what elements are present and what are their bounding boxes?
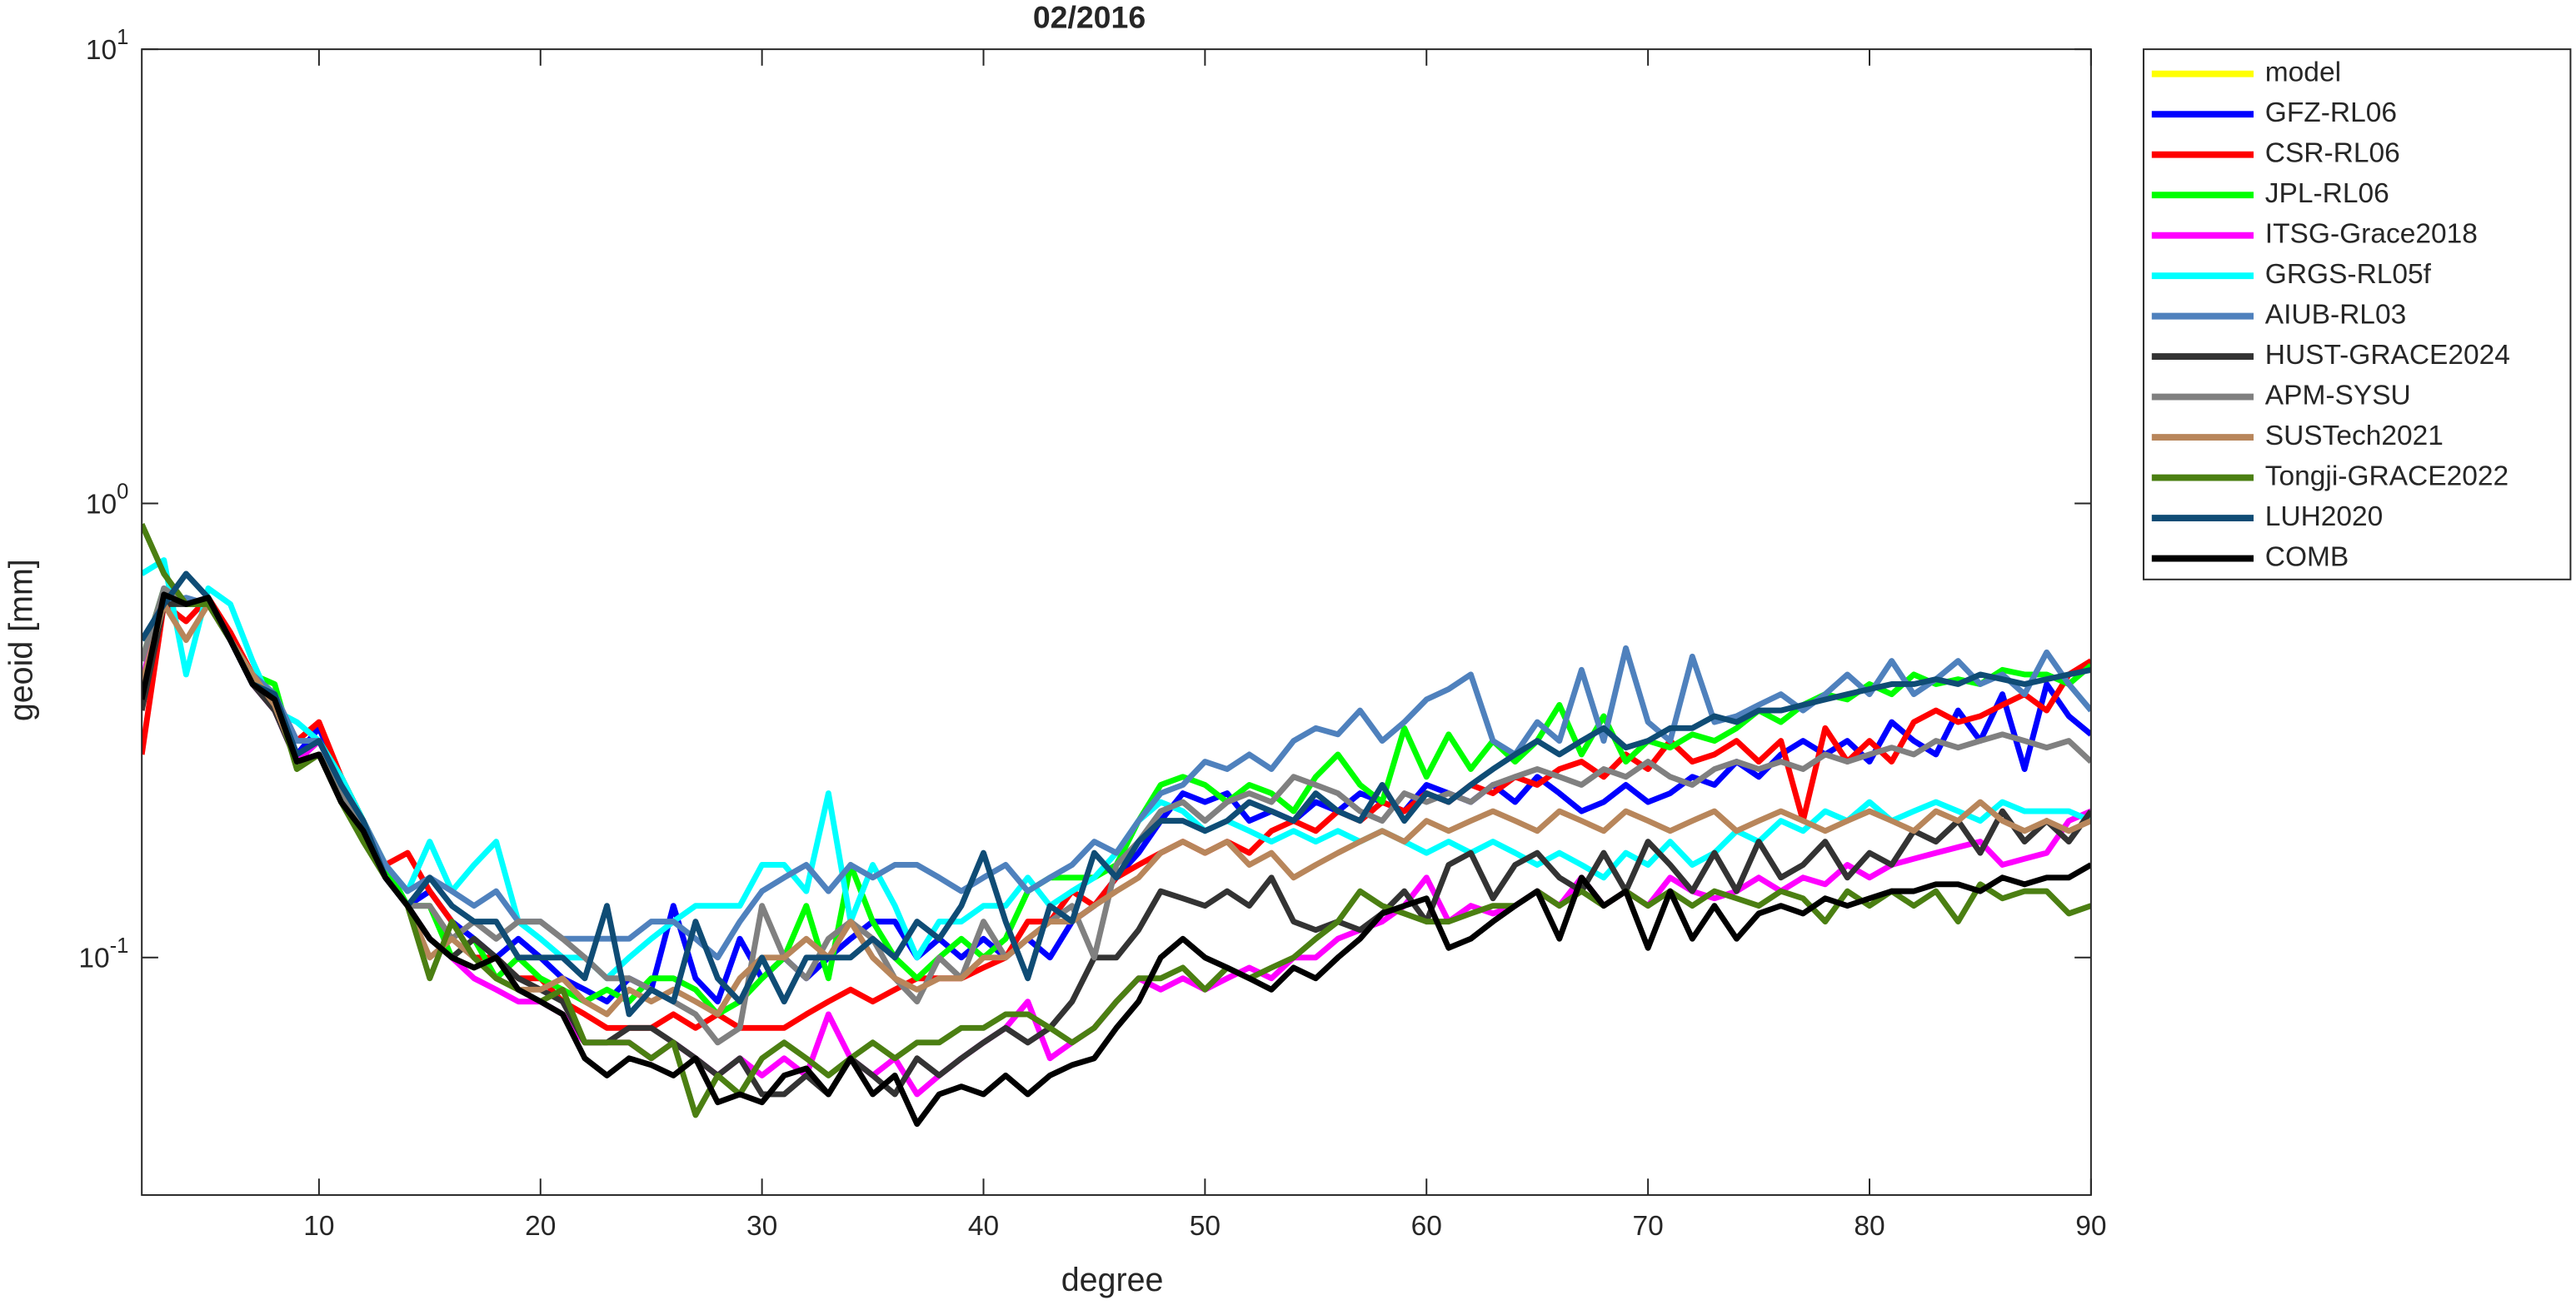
series-line	[142, 595, 2091, 961]
legend-label: AIUB-RL03	[2265, 299, 2406, 330]
x-axis-label: degree	[1061, 1262, 1164, 1298]
legend-label: LUH2020	[2265, 501, 2384, 532]
x-tick-label: 90	[2075, 1211, 2106, 1242]
chart-title: 02/2016	[1033, 0, 1146, 35]
y-tick-label: 100	[86, 481, 129, 521]
series-line	[142, 523, 2091, 1118]
x-tick-label: 10	[303, 1211, 334, 1242]
legend-label: COMB	[2265, 541, 2349, 572]
x-tick-label: 20	[525, 1211, 556, 1242]
axes-box	[141, 48, 2092, 1196]
legend-label: Tongji-GRACE2022	[2265, 461, 2509, 491]
legend-label: SUSTech2021	[2265, 421, 2444, 451]
x-tick-label: 50	[1190, 1211, 1221, 1242]
x-tick-label: 60	[1411, 1211, 1442, 1242]
series-line	[142, 591, 2091, 1128]
legend-label: GRGS-RL05f	[2265, 259, 2432, 290]
legend-label: ITSG-Grace2018	[2265, 218, 2478, 249]
series-line	[142, 601, 2091, 1018]
legend-label: JPL-RL06	[2265, 178, 2389, 209]
y-axis-label: geoid [mm]	[3, 559, 40, 721]
plot-area	[142, 49, 2091, 1195]
series-line	[142, 570, 2091, 1018]
series-line	[142, 585, 2091, 1046]
legend-label: CSR-RL06	[2265, 138, 2400, 169]
y-tick-label: 101	[86, 26, 129, 66]
legend-label: HUST-GRACE2024	[2265, 340, 2510, 371]
x-tick-label: 30	[746, 1211, 777, 1242]
series-lines	[142, 523, 2091, 1128]
x-tick-label: 80	[1854, 1211, 1885, 1242]
legend-label: model	[2265, 57, 2341, 88]
legend-label: GFZ-RL06	[2265, 97, 2397, 128]
legend	[2142, 48, 2572, 580]
legend-label: APM-SYSU	[2265, 380, 2411, 411]
x-tick-label: 40	[968, 1211, 999, 1242]
x-tick-label: 70	[1632, 1211, 1663, 1242]
y-tick-label: 10-1	[78, 934, 128, 974]
